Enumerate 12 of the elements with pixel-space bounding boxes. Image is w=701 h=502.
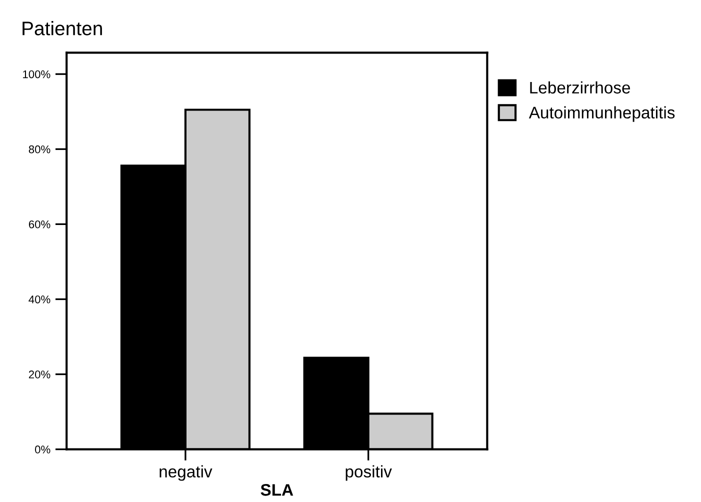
y-tick-label: 0% xyxy=(35,446,50,454)
x-tick-label: negativ xyxy=(160,465,212,481)
x-tick-label: positiv xyxy=(346,465,392,481)
y-tick-label: 100% xyxy=(23,70,50,78)
y-tick-label: 20% xyxy=(28,370,50,378)
legend-label: Autoimmunhepatitis xyxy=(528,106,675,122)
legend-label: Leberzirrhose xyxy=(530,81,630,94)
y-tick-label: 60% xyxy=(28,220,50,228)
y-tick-label: 80% xyxy=(28,145,50,154)
x-axis-title: SLA xyxy=(260,484,294,496)
chart-title: Patienten xyxy=(22,21,102,36)
y-tick-label: 40% xyxy=(28,295,50,304)
